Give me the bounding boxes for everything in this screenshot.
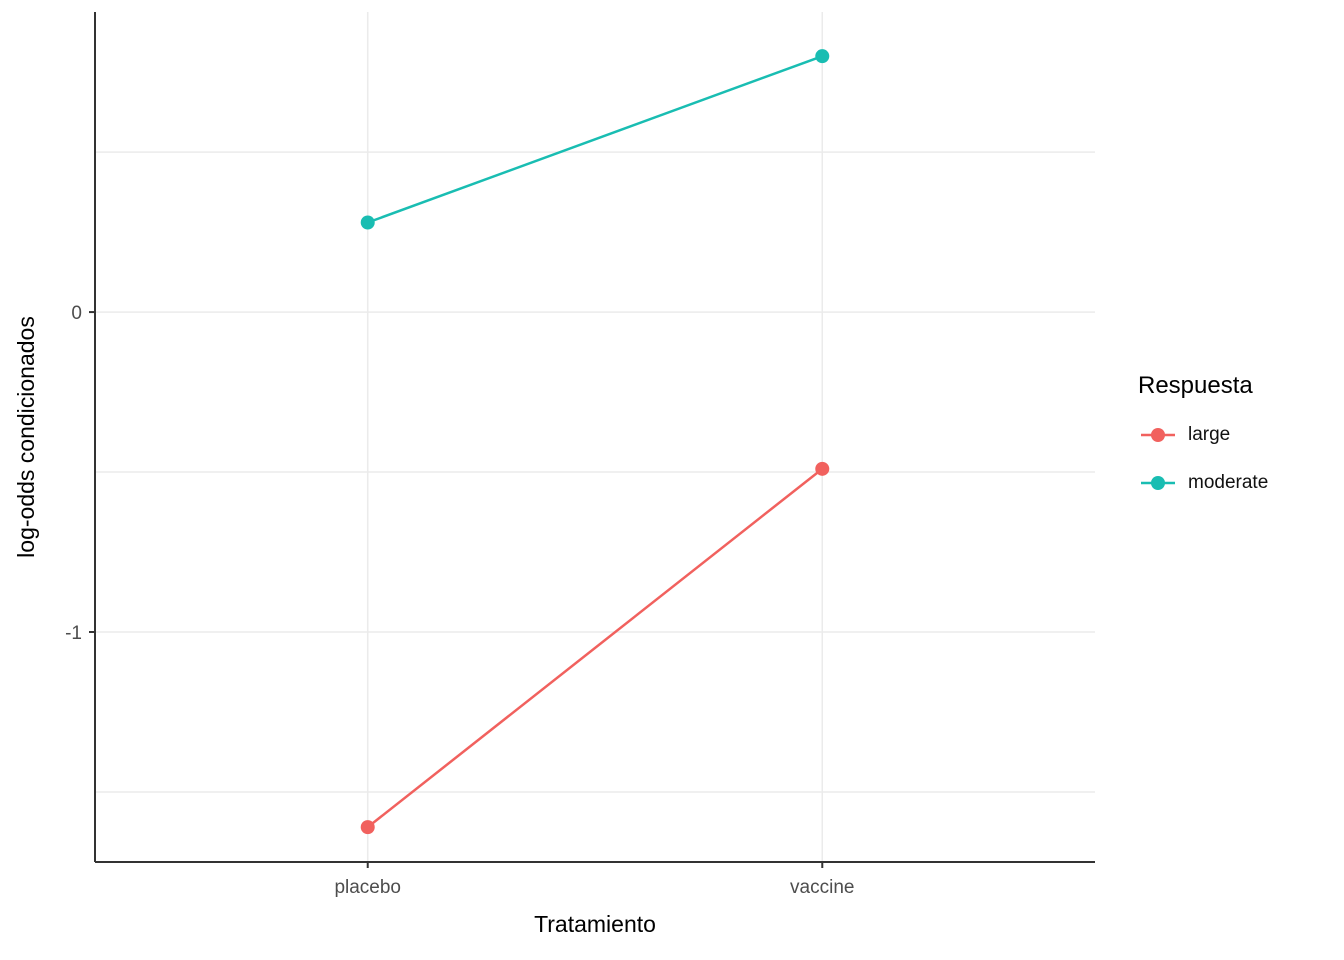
x-tick-label-vaccine: vaccine [790, 877, 854, 898]
legend: Respuesta large moderate [1138, 372, 1268, 516]
legend-key-moderate-icon [1141, 476, 1175, 490]
y-tick-label--1: -1 [65, 623, 82, 644]
x-tick-label-placebo: placebo [334, 877, 401, 898]
point-large-placebo [360, 820, 375, 835]
legend-label-large: large [1188, 424, 1231, 445]
y-axis-title: log-odds condicionados [13, 316, 39, 558]
point-moderate-placebo [360, 215, 375, 230]
point-moderate-vaccine [815, 49, 830, 64]
legend-key-large-icon [1141, 428, 1175, 442]
line-moderate [367, 54, 823, 224]
legend-item-large: large [1138, 420, 1268, 450]
x-axis-title: Tratamiento [534, 911, 656, 937]
legend-item-moderate: moderate [1138, 468, 1268, 498]
legend-items: large moderate [1138, 420, 1268, 498]
legend-title: Respuesta [1138, 372, 1253, 399]
y-tick-label-0: 0 [71, 303, 82, 324]
legend-label-moderate: moderate [1188, 472, 1269, 493]
point-large-vaccine [815, 461, 830, 476]
line-large [366, 467, 824, 829]
